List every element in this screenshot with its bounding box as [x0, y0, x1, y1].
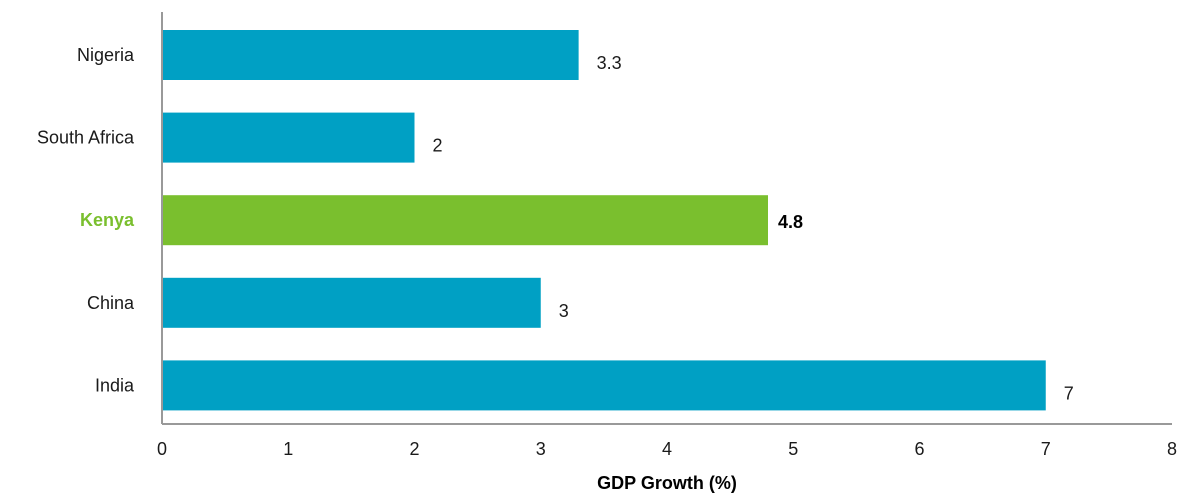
bar-nigeria [163, 30, 579, 80]
value-label-nigeria: 3.3 [597, 53, 622, 73]
bar-kenya [163, 195, 768, 246]
category-label-south-africa: South Africa [37, 128, 135, 148]
bar-india [163, 360, 1046, 411]
x-tick-label: 4 [662, 439, 672, 459]
x-tick-label: 7 [1041, 439, 1051, 459]
x-axis-title: GDP Growth (%) [597, 473, 737, 493]
x-tick-label: 5 [788, 439, 798, 459]
bar-south-africa [163, 112, 415, 163]
value-label-china: 3 [559, 301, 569, 321]
category-labels: Nigeria South Africa Kenya China India [37, 45, 135, 395]
category-label-india: India [95, 375, 135, 395]
category-label-china: China [87, 293, 135, 313]
x-ticks: 0 1 2 3 4 5 6 7 8 [157, 439, 1177, 459]
value-labels: 3.3 2 4.8 3 7 [433, 53, 1074, 403]
category-label-nigeria: Nigeria [77, 45, 135, 65]
value-label-south-africa: 2 [433, 136, 443, 156]
x-tick-label: 8 [1167, 439, 1177, 459]
x-tick-label: 1 [283, 439, 293, 459]
value-label-india: 7 [1064, 383, 1074, 403]
bars-group [163, 30, 1046, 411]
category-label-kenya: Kenya [80, 210, 135, 230]
bar-china [163, 277, 541, 328]
value-label-kenya: 4.8 [778, 212, 803, 232]
x-tick-label: 0 [157, 439, 167, 459]
x-tick-label: 6 [914, 439, 924, 459]
x-tick-label: 3 [536, 439, 546, 459]
x-tick-label: 2 [409, 439, 419, 459]
